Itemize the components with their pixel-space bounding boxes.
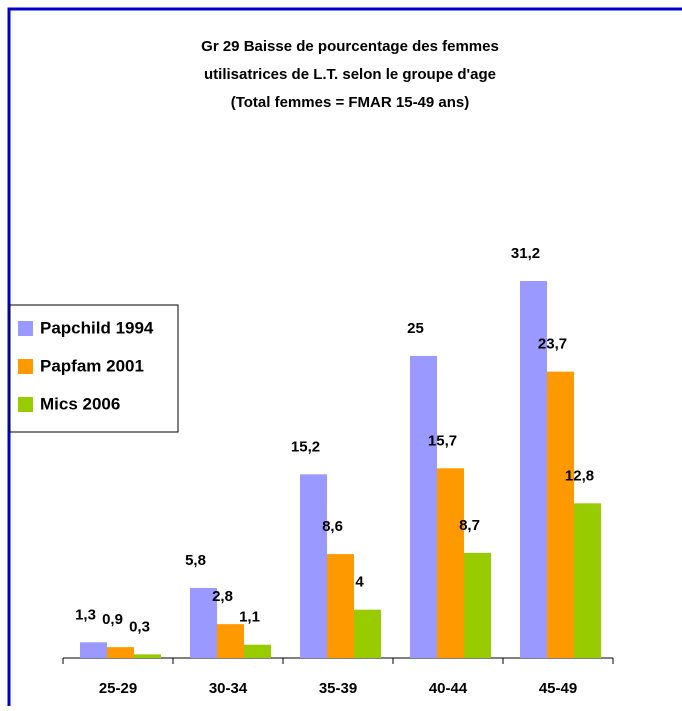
legend-swatch <box>18 359 33 374</box>
x-tick-label: 35-39 <box>319 680 357 697</box>
x-tick-label: 25-29 <box>99 680 137 697</box>
data-label: 15,7 <box>428 432 457 449</box>
bar <box>464 552 491 658</box>
bar <box>107 647 134 658</box>
legend-label: Papchild 1994 <box>40 318 154 337</box>
bar <box>437 468 464 658</box>
data-label: 25 <box>407 320 424 337</box>
data-label: 1,3 <box>75 606 96 623</box>
data-label: 31,2 <box>511 245 540 262</box>
bar <box>354 609 381 658</box>
legend-swatch <box>18 321 33 336</box>
data-label: 8,6 <box>322 518 343 535</box>
x-tick-label: 40-44 <box>429 680 468 697</box>
bar <box>190 587 217 658</box>
chart-title: Gr 29 Baisse de pourcentage des femmes <box>201 38 499 55</box>
bar <box>134 654 161 658</box>
bar <box>574 503 601 658</box>
legend-label: Mics 2006 <box>40 394 120 413</box>
data-label: 12,8 <box>565 467 594 484</box>
data-label: 0,9 <box>102 611 123 628</box>
legend-label: Papfam 2001 <box>40 356 144 375</box>
data-label: 4 <box>355 574 364 591</box>
legend-box <box>9 304 179 433</box>
chart-title: (Total femmes = FMAR 15-49 ans) <box>231 94 470 111</box>
data-label: 8,7 <box>459 517 480 534</box>
bar <box>327 554 354 658</box>
legend-swatch <box>18 397 33 412</box>
bar <box>244 644 271 658</box>
bar <box>300 474 327 658</box>
x-tick-label: 45-49 <box>539 680 577 697</box>
data-label: 5,8 <box>185 552 206 569</box>
data-label: 15,2 <box>291 438 320 455</box>
bar <box>410 355 437 658</box>
data-label: 1,1 <box>239 609 260 626</box>
data-label: 2,8 <box>212 588 233 605</box>
data-label: 23,7 <box>538 336 567 353</box>
bar <box>217 624 244 658</box>
bar <box>80 642 107 658</box>
bar <box>520 281 547 658</box>
data-label: 0,3 <box>129 618 150 635</box>
chart-title: utilisatrices de L.T. selon le groupe d'… <box>204 66 496 83</box>
frame <box>7 7 682 706</box>
bar <box>547 371 574 658</box>
x-tick-label: 30-34 <box>209 680 248 697</box>
